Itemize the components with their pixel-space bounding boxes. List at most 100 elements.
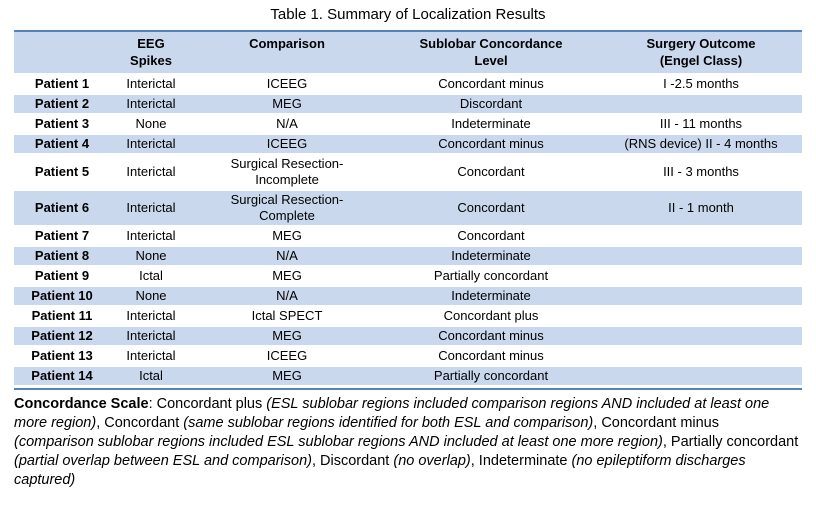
patient-cell: Patient 9 (14, 265, 110, 287)
table-row: Patient 14 Ictal MEG Partially concordant (14, 365, 802, 386)
footnote-definition: (no epileptiform discharges captured) (14, 453, 746, 488)
patient-cell: Patient 12 (14, 325, 110, 347)
patient-cell: Patient 11 (14, 305, 110, 327)
outcome-cell (600, 265, 802, 287)
table-row: Patient 8 None N/A Indeterminate (14, 245, 802, 267)
comparison-cell: ICEEG (192, 133, 382, 155)
patient-cell: Patient 2 (14, 93, 110, 115)
concordance-cell: Indeterminate (382, 285, 600, 307)
footnote-text: , Concordant minus (593, 415, 719, 431)
outcome-cell: II - 1 month (600, 189, 802, 227)
concordance-cell: Indeterminate (382, 245, 600, 267)
footnote-text: , Partially concordant (662, 434, 799, 450)
patient-cell: Patient 14 (14, 365, 110, 386)
column-header-concordance: Sublobar Concordance Level (382, 30, 600, 74)
column-header-outcome: Surgery Outcome (Engel Class) (600, 30, 802, 74)
outcome-cell (600, 93, 802, 115)
eeg-spikes-cell: Interictal (110, 345, 192, 367)
concordance-cell: Partially concordant (382, 365, 600, 386)
column-header-eeg-spikes: EEG Spikes (110, 30, 192, 74)
concordance-cell: Concordant minus (382, 133, 600, 155)
eeg-spikes-cell: Interictal (110, 189, 192, 227)
comparison-cell: MEG (192, 93, 382, 115)
eeg-spikes-cell: Interictal (110, 225, 192, 247)
comparison-cell: N/A (192, 245, 382, 267)
patient-cell: Patient 6 (14, 189, 110, 227)
table-row: Patient 4 Interictal ICEEG Concordant minus… (14, 133, 802, 155)
table-body: Patient 1 Interictal ICEEG Concordant minus… (14, 73, 802, 386)
table-row: Patient 13 Interictal ICEEG Concordant minu… (14, 345, 802, 367)
footnote-text: , Indeterminate (470, 453, 572, 469)
footnote-definition: (same sublobar regions identified for bo… (183, 415, 594, 431)
footnote-definition: (partial overlap between ESL and compari… (14, 453, 312, 469)
patient-cell: Patient 10 (14, 285, 110, 307)
concordance-cell: Concordant (382, 153, 600, 191)
comparison-cell: ICEEG (192, 73, 382, 95)
comparison-cell: Ictal SPECT (192, 305, 382, 327)
outcome-cell (600, 365, 802, 386)
concordance-cell: Partially concordant (382, 265, 600, 287)
eeg-spikes-cell: Interictal (110, 93, 192, 115)
table-row: Patient 12 Interictal MEG Concordant minus (14, 325, 802, 347)
eeg-spikes-cell: Interictal (110, 133, 192, 155)
patient-cell: Patient 5 (14, 153, 110, 191)
comparison-cell: MEG (192, 225, 382, 247)
table-row: Patient 3 None N/A Indeterminate III - 11 mo… (14, 113, 802, 135)
outcome-cell (600, 305, 802, 327)
comparison-cell: Surgical Resection- Complete (192, 189, 382, 227)
footnote-text: : Concordant plus (148, 396, 267, 412)
concordance-cell: Concordant minus (382, 73, 600, 95)
localization-table: EEG Spikes Comparison Sublobar Concordan… (14, 30, 802, 386)
header-row: EEG Spikes Comparison Sublobar Concordan… (14, 30, 802, 74)
patient-cell: Patient 8 (14, 245, 110, 267)
footnote-definition: (no overlap) (393, 453, 471, 469)
patient-cell: Patient 7 (14, 225, 110, 247)
concordance-cell: Concordant minus (382, 345, 600, 367)
concordance-cell: Concordant plus (382, 305, 600, 327)
table-row: Patient 6 Interictal Surgical Resection- C… (14, 189, 802, 227)
concordance-cell: Concordant (382, 189, 600, 227)
eeg-spikes-cell: None (110, 245, 192, 267)
table-title: Table 1. Summary of Localization Results (270, 6, 546, 23)
concordance-cell: Indeterminate (382, 113, 600, 135)
patient-cell: Patient 13 (14, 345, 110, 367)
concordance-cell: Discordant (382, 93, 600, 115)
comparison-cell: ICEEG (192, 345, 382, 367)
table-row: Patient 11 Interictal Ictal SPECT Concordan… (14, 305, 802, 327)
table-header: EEG Spikes Comparison Sublobar Concordan… (14, 30, 802, 74)
eeg-spikes-cell: Ictal (110, 265, 192, 287)
outcome-cell (600, 245, 802, 267)
table-row: Patient 1 Interictal ICEEG Concordant minus… (14, 73, 802, 95)
patient-cell: Patient 1 (14, 73, 110, 95)
eeg-spikes-cell: Ictal (110, 365, 192, 386)
column-header-comparison: Comparison (192, 30, 382, 74)
outcome-cell (600, 345, 802, 367)
footnote-definition: (ESL sublobar regions included compariso… (14, 396, 770, 431)
concordance-cell: Concordant (382, 225, 600, 247)
footnote-text: , Concordant (96, 415, 184, 431)
table-row: Patient 5 Interictal Surgical Resection- I… (14, 153, 802, 191)
outcome-cell (600, 325, 802, 347)
eeg-spikes-cell: Interictal (110, 325, 192, 347)
footnote-definition: (comparison sublobar regions included ES… (14, 434, 663, 450)
patient-cell: Patient 4 (14, 133, 110, 155)
footnote-text: , Discordant (311, 453, 394, 469)
outcome-cell: I -2.5 months (600, 73, 802, 95)
comparison-cell: MEG (192, 365, 382, 386)
comparison-cell: Surgical Resection- Incomplete (192, 153, 382, 191)
outcome-cell: III - 11 months (600, 113, 802, 135)
patient-cell: Patient 3 (14, 113, 110, 135)
table-row: Patient 7 Interictal MEG Concordant (14, 225, 802, 247)
table-row: Patient 10 None N/A Indeterminate (14, 285, 802, 307)
footnote-label: Concordance Scale (14, 396, 149, 412)
comparison-cell: MEG (192, 265, 382, 287)
column-header-blank (14, 30, 110, 74)
eeg-spikes-cell: None (110, 285, 192, 307)
eeg-spikes-cell: Interictal (110, 305, 192, 327)
eeg-spikes-cell: Interictal (110, 153, 192, 191)
outcome-cell: (RNS device) II - 4 months (600, 133, 802, 155)
outcome-cell (600, 285, 802, 307)
comparison-cell: N/A (192, 285, 382, 307)
table-row: Patient 2 Interictal MEG Discordant (14, 93, 802, 115)
